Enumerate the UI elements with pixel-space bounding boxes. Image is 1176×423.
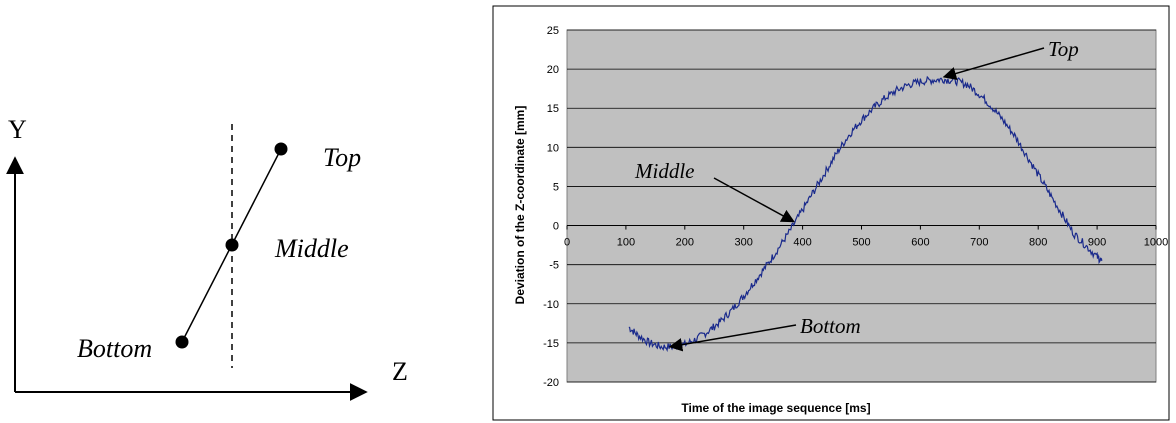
x-tick-label: 300: [735, 237, 753, 249]
annotation-arrow: [713, 177, 795, 223]
annotation-arrow: [668, 324, 797, 352]
y-tick-label: 15: [547, 103, 559, 115]
x-tick-label: 100: [617, 237, 635, 249]
x-tick-label: 200: [676, 237, 694, 249]
x-tick-marks: [566, 225, 1157, 230]
schematic-diagram: Y Z Top Middle Bottom: [5, 115, 408, 401]
top-point: [274, 142, 288, 156]
z-axis-label: Z: [392, 357, 408, 386]
y-tick-label: 25: [547, 25, 559, 37]
bottom-point: [175, 335, 189, 349]
middle-point: [225, 238, 239, 252]
chart: 25 20 15 10 5 0 -5 -10 -15 -20 0 100 200 300 400 500 60…: [492, 5, 1170, 421]
x-axis-title: Time of the image sequence [ms]: [681, 401, 870, 415]
x-tick-label: 500: [852, 237, 870, 249]
annotation-arrow: [942, 47, 1045, 81]
annotations: Top Middle Bottom: [634, 37, 1079, 352]
x-tick-label: 0: [564, 237, 570, 249]
plot-area: [566, 29, 1157, 383]
middle-point-label: Middle: [274, 234, 349, 263]
annotation-label: Bottom: [800, 314, 861, 338]
x-tick-label: 900: [1088, 237, 1106, 249]
y-tick-label: -5: [549, 260, 559, 272]
y-tick-label: -10: [543, 299, 559, 311]
x-tick-label: 600: [911, 237, 929, 249]
x-tick-labels: 0 100 200 300 400 500 600 700 800 900 1000: [564, 237, 1168, 249]
annotation-label: Middle: [634, 159, 694, 183]
annotation-label: Top: [1048, 37, 1079, 61]
y-axis-label: Y: [8, 115, 27, 144]
y-tick-label: 0: [553, 221, 559, 233]
y-tick-label: 10: [547, 142, 559, 154]
top-point-label: Top: [323, 143, 361, 172]
y-tick-labels: 25 20 15 10 5 0 -5 -10 -15 -20: [543, 25, 559, 389]
y-tick-label: -20: [543, 377, 559, 389]
y-tick-label: 5: [553, 181, 559, 193]
x-tick-label: 1000: [1144, 237, 1168, 249]
y-tick-label: -15: [543, 338, 559, 350]
y-tick-label: 20: [547, 64, 559, 76]
bottom-point-label: Bottom: [77, 334, 152, 363]
x-tick-label: 800: [1029, 237, 1047, 249]
deviation-series-line: [628, 75, 1103, 353]
y-axis-title: Deviation of the Z-coordinate [mm]: [513, 106, 527, 305]
x-tick-label: 400: [793, 237, 811, 249]
x-tick-label: 700: [970, 237, 988, 249]
